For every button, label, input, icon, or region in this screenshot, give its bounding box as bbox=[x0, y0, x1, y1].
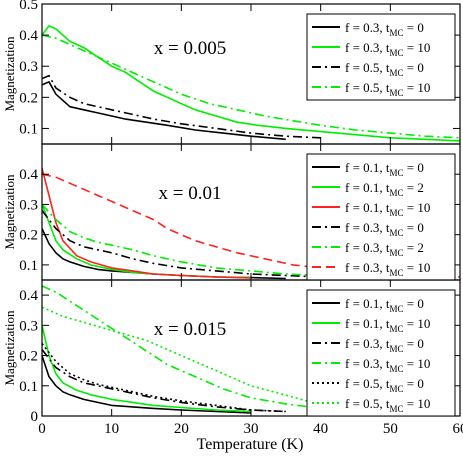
legend-entry-label: f = 0.3, tMC = 0 bbox=[345, 336, 424, 354]
y-tick-label: 0.5 bbox=[19, 0, 38, 13]
panels-layer: 0.1 0.2 0.3 0.4 0.5 Magnetization x = 0.005 f =… bbox=[2, 0, 463, 437]
legend-entry-label: f = 0.3, tMC = 10 bbox=[345, 260, 430, 278]
y-tick-label: 0.1 bbox=[19, 379, 38, 395]
y-tick-label: 0.1 bbox=[19, 258, 38, 274]
x-tick-label: 0 bbox=[38, 421, 46, 437]
y-axis-label: Magnetization bbox=[2, 174, 17, 250]
legend-entry-label: f = 0.1, tMC = 2 bbox=[345, 180, 424, 198]
y-tick-label: 0 bbox=[31, 409, 39, 425]
series-line-4 bbox=[42, 34, 460, 139]
legend-entry-label: f = 0.5, tMC = 0 bbox=[345, 376, 424, 394]
legend-entry-label: f = 0.5, tMC = 0 bbox=[345, 60, 424, 78]
y-tick-label: 0.4 bbox=[19, 28, 38, 44]
series-line-2 bbox=[42, 24, 460, 142]
panel-annotation: x = 0.005 bbox=[154, 38, 226, 59]
legend-entry-label: f = 0.3, tMC = 10 bbox=[345, 40, 430, 58]
series-line-4 bbox=[42, 285, 356, 413]
legend-entry-label: f = 0.1, tMC = 10 bbox=[345, 200, 430, 218]
legend-entry-label: f = 0.5, tMC = 10 bbox=[345, 80, 430, 98]
series-line-5 bbox=[42, 343, 286, 413]
x-tick-label: 20 bbox=[174, 421, 189, 437]
y-tick-label: 0.2 bbox=[19, 349, 38, 365]
y-tick-label: 0.2 bbox=[19, 90, 38, 106]
legend-entry-label: f = 0.3, tMC = 0 bbox=[345, 20, 424, 38]
legend-entry-label: f = 0.1, tMC = 0 bbox=[345, 296, 424, 314]
y-tick-label: 0.2 bbox=[19, 228, 38, 244]
legend-entry-label: f = 0.3, tMC = 10 bbox=[345, 356, 430, 374]
series-line-3 bbox=[42, 168, 252, 279]
x-tick-label: 10 bbox=[104, 421, 119, 437]
series-line-6 bbox=[42, 173, 460, 278]
panel-3: 0 0.1 0.2 0.3 0.4 0 10 20 30 40 50 60 Magnetization x… bbox=[2, 279, 463, 437]
legend: f = 0.3, tMC = 0 f = 0.3, tMC = 10 f = 0.5… bbox=[306, 13, 456, 101]
y-tick-label: 0.3 bbox=[19, 318, 38, 334]
x-tick-label: 60 bbox=[453, 421, 463, 437]
series-line-3 bbox=[42, 349, 286, 413]
legend-entry-label: f = 0.5, tMC = 10 bbox=[345, 396, 430, 414]
y-tick-label: 0.4 bbox=[19, 167, 38, 183]
x-axis-label: Temperature (K) bbox=[197, 436, 304, 453]
legend: f = 0.1, tMC = 0 f = 0.1, tMC = 2 f = 0.1,… bbox=[306, 153, 456, 281]
legend-entry-label: f = 0.3, tMC = 2 bbox=[345, 240, 424, 258]
y-tick-label: 0.3 bbox=[19, 197, 38, 213]
series-group bbox=[42, 24, 460, 142]
y-tick-label: 0.3 bbox=[19, 59, 38, 75]
series-group bbox=[42, 168, 460, 280]
series-line-3 bbox=[42, 74, 321, 139]
legend-entry-label: f = 0.1, tMC = 0 bbox=[345, 160, 424, 178]
series-line-4 bbox=[42, 210, 321, 278]
y-tick-label: 0.4 bbox=[19, 288, 38, 304]
legend-entry-label: f = 0.1, tMC = 10 bbox=[345, 316, 430, 334]
y-axis-label: Magnetization bbox=[2, 36, 17, 112]
y-axis-label: Magnetization bbox=[2, 310, 17, 386]
x-tick-label: 30 bbox=[244, 421, 259, 437]
series-line-5 bbox=[42, 203, 356, 278]
series-line-1 bbox=[42, 81, 286, 141]
x-tick-label: 50 bbox=[383, 421, 398, 437]
legend-box bbox=[306, 289, 456, 417]
panel-annotation: x = 0.015 bbox=[154, 319, 226, 340]
y-tick-label: 0.1 bbox=[19, 121, 38, 137]
series-line-2 bbox=[42, 325, 252, 413]
series-line-2 bbox=[42, 204, 252, 279]
legend: f = 0.1, tMC = 0 f = 0.1, tMC = 10 f = 0.3… bbox=[306, 289, 456, 417]
panel-1: 0.1 0.2 0.3 0.4 0.5 Magnetization x = 0.005 f =… bbox=[2, 0, 461, 145]
x-tick-label: 40 bbox=[313, 421, 328, 437]
panel-annotation: x = 0.01 bbox=[159, 183, 222, 204]
legend-box bbox=[306, 13, 456, 101]
legend-entry-label: f = 0.3, tMC = 0 bbox=[345, 220, 424, 238]
